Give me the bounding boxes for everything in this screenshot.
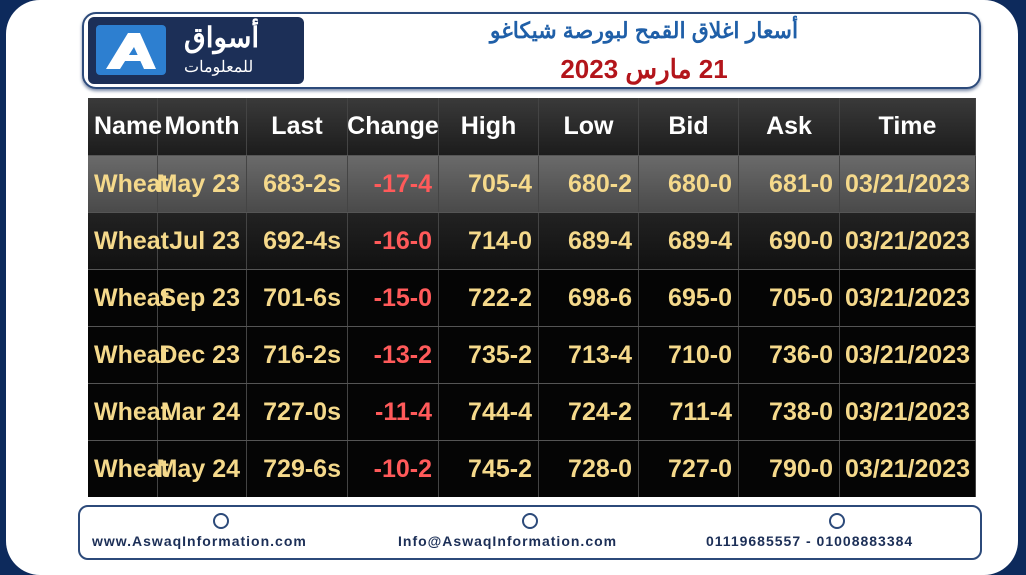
table-cell: Mar 24 xyxy=(158,384,247,440)
table-cell: 727-0 xyxy=(639,441,739,497)
table-row: Wheat May 24 729-6s -10-2 745-2 728-0 727-0 790… xyxy=(88,440,976,497)
table-cell: Wheat xyxy=(88,327,169,383)
price-table: Name Month Last Change High Low Bid Ask Time Whea… xyxy=(88,98,976,497)
column-header: Low xyxy=(539,98,639,155)
web-icon xyxy=(213,513,229,529)
table-cell: -13-2 xyxy=(348,327,439,383)
table-cell: 724-2 xyxy=(539,384,639,440)
table-cell: 705-4 xyxy=(439,156,539,212)
table-cell: Wheat xyxy=(88,441,169,497)
table-cell: 689-4 xyxy=(639,213,739,269)
website: www.AswaqInformation.com xyxy=(92,533,307,549)
table-row: Wheat Mar 24 727-0s -11-4 744-4 724-2 711-4 738… xyxy=(88,383,976,440)
table-cell: 722-2 xyxy=(439,270,539,326)
table-cell: Sep 23 xyxy=(158,270,247,326)
table-cell: 701-6s xyxy=(247,270,348,326)
table-cell: 695-0 xyxy=(639,270,739,326)
table-row: Wheat May 23 683-2s -17-4 705-4 680-2 680-0 681… xyxy=(88,155,976,212)
table-cell: 03/21/2023 xyxy=(840,384,976,440)
table-cell: 705-0 xyxy=(739,270,840,326)
table-cell: Wheat xyxy=(88,384,169,440)
table-cell: 698-6 xyxy=(539,270,639,326)
table-cell: 03/21/2023 xyxy=(840,327,976,383)
column-header: Last xyxy=(247,98,348,155)
table-cell: 710-0 xyxy=(639,327,739,383)
logo-tagline: للمعلومات xyxy=(184,59,254,76)
table-cell: 738-0 xyxy=(739,384,840,440)
table-row: Wheat Jul 23 692-4s -16-0 714-0 689-4 689-4 690… xyxy=(88,212,976,269)
header-row: Name Month Last Change High Low Bid Ask Time xyxy=(88,98,976,155)
table-cell: 716-2s xyxy=(247,327,348,383)
table-row: Wheat Dec 23 716-2s -13-2 735-2 713-4 710-0 736… xyxy=(88,326,976,383)
logo: أسواق للمعلومات xyxy=(88,17,304,84)
date: 21 مارس 2023 xyxy=(560,54,728,84)
table-cell: 728-0 xyxy=(539,441,639,497)
table-cell: 790-0 xyxy=(739,441,840,497)
table-cell: 683-2s xyxy=(247,156,348,212)
table-cell: 03/21/2023 xyxy=(840,441,976,497)
column-header: Time xyxy=(840,98,976,155)
table-cell: 736-0 xyxy=(739,327,840,383)
table-cell: Wheat xyxy=(88,270,169,326)
table-cell: 03/21/2023 xyxy=(840,156,976,212)
header: أسواق للمعلومات أسعار اغلاق القمح لبورصة… xyxy=(82,12,981,89)
table-cell: May 23 xyxy=(157,156,247,212)
table-cell: -15-0 xyxy=(348,270,439,326)
logo-icon xyxy=(96,25,166,75)
table-cell: 680-2 xyxy=(539,156,639,212)
column-header: High xyxy=(439,98,539,155)
table-cell: 729-6s xyxy=(247,441,348,497)
table-cell: 744-4 xyxy=(439,384,539,440)
column-header: Name xyxy=(88,98,162,155)
logo-name: أسواق xyxy=(184,22,260,53)
table-cell: 03/21/2023 xyxy=(840,213,976,269)
table-row: Wheat Sep 23 701-6s -15-0 722-2 698-6 695-0 705… xyxy=(88,269,976,326)
table-cell: 689-4 xyxy=(539,213,639,269)
column-header: Bid xyxy=(639,98,739,155)
column-header: Change xyxy=(347,98,439,155)
table-cell: Wheat xyxy=(88,156,169,212)
phone-icon xyxy=(829,513,845,529)
column-header: Ask xyxy=(739,98,840,155)
table-cell: -11-4 xyxy=(348,384,439,440)
table-cell: 735-2 xyxy=(439,327,539,383)
table-cell: -16-0 xyxy=(348,213,439,269)
table-cell: 681-0 xyxy=(739,156,840,212)
table-cell: Dec 23 xyxy=(158,327,247,383)
table-cell: 727-0s xyxy=(247,384,348,440)
table-cell: -10-2 xyxy=(348,441,439,497)
table-cell: Jul 23 xyxy=(158,213,247,269)
table-cell: -17-4 xyxy=(348,156,439,212)
email: Info@AswaqInformation.com xyxy=(398,533,618,549)
footer: www.AswaqInformation.com Info@AswaqInfor… xyxy=(78,505,982,560)
title: أسعار اغلاق القمح لبورصة شيكاغو xyxy=(489,18,799,43)
table-cell: May 24 xyxy=(157,441,247,497)
card: أسواق للمعلومات أسعار اغلاق القمح لبورصة… xyxy=(6,0,1018,575)
table-cell: 714-0 xyxy=(439,213,539,269)
table-cell: 03/21/2023 xyxy=(840,270,976,326)
table-cell: 692-4s xyxy=(247,213,348,269)
table-cell: 711-4 xyxy=(639,384,739,440)
table-cell: 690-0 xyxy=(739,213,840,269)
table-cell: 680-0 xyxy=(639,156,739,212)
column-header: Month xyxy=(158,98,247,155)
table-cell: 745-2 xyxy=(439,441,539,497)
table-cell: 713-4 xyxy=(539,327,639,383)
email-icon xyxy=(522,513,538,529)
table-cell: Wheat xyxy=(88,213,169,269)
phones: 01119685557 - 01008883384 xyxy=(706,533,914,549)
